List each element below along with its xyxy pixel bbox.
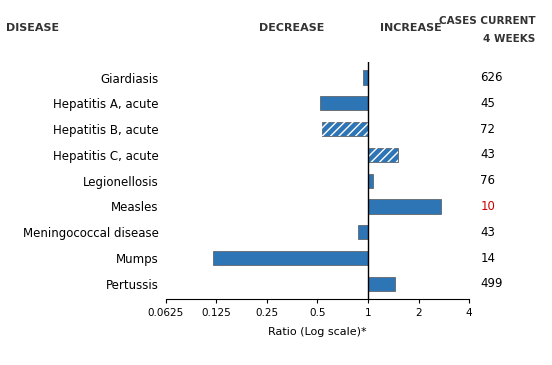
- Text: 499: 499: [480, 277, 503, 290]
- Bar: [320, 96, 368, 110]
- Text: 4 WEEKS: 4 WEEKS: [483, 34, 535, 44]
- Bar: [368, 199, 440, 214]
- Bar: [368, 174, 373, 188]
- Text: 10: 10: [480, 200, 495, 213]
- Bar: [322, 122, 368, 136]
- Text: 14: 14: [480, 251, 495, 265]
- Text: DISEASE: DISEASE: [6, 23, 59, 33]
- Bar: [368, 148, 397, 162]
- Text: 43: 43: [480, 149, 495, 161]
- Text: 45: 45: [480, 97, 495, 110]
- Bar: [368, 148, 397, 162]
- Text: CASES CURRENT: CASES CURRENT: [439, 16, 535, 26]
- Bar: [322, 122, 368, 136]
- Bar: [213, 251, 368, 265]
- X-axis label: Ratio (Log scale)*: Ratio (Log scale)*: [268, 327, 367, 337]
- Bar: [358, 225, 368, 239]
- Text: 626: 626: [480, 71, 503, 84]
- Text: INCREASE: INCREASE: [380, 23, 442, 33]
- Text: DECREASE: DECREASE: [259, 23, 324, 33]
- Text: 43: 43: [480, 226, 495, 239]
- Bar: [368, 277, 395, 291]
- Bar: [363, 70, 368, 85]
- Text: 72: 72: [480, 123, 495, 136]
- Text: 76: 76: [480, 174, 495, 187]
